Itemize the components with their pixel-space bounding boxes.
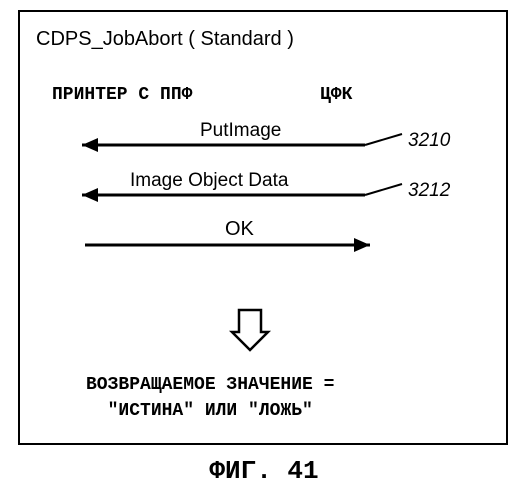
message-label-1: Image Object Data (130, 170, 288, 192)
return-value-text: ВОЗВРАЩАЕМОЕ ЗНАЧЕНИЕ = "ИСТИНА" ИЛИ "ЛО… (86, 372, 334, 424)
figure-caption: ФИГ. 41 (0, 456, 528, 486)
message-label-2: OK (225, 218, 254, 241)
message-label-0: PutImage (200, 120, 281, 142)
message-ref-1: 3212 (408, 180, 450, 202)
message-ref-0: 3210 (408, 130, 450, 152)
arrows-layer (0, 0, 528, 500)
diagram-root: CDPS_JobAbort ( Standard ) ПРИНТЕР С ППФ… (0, 0, 528, 500)
